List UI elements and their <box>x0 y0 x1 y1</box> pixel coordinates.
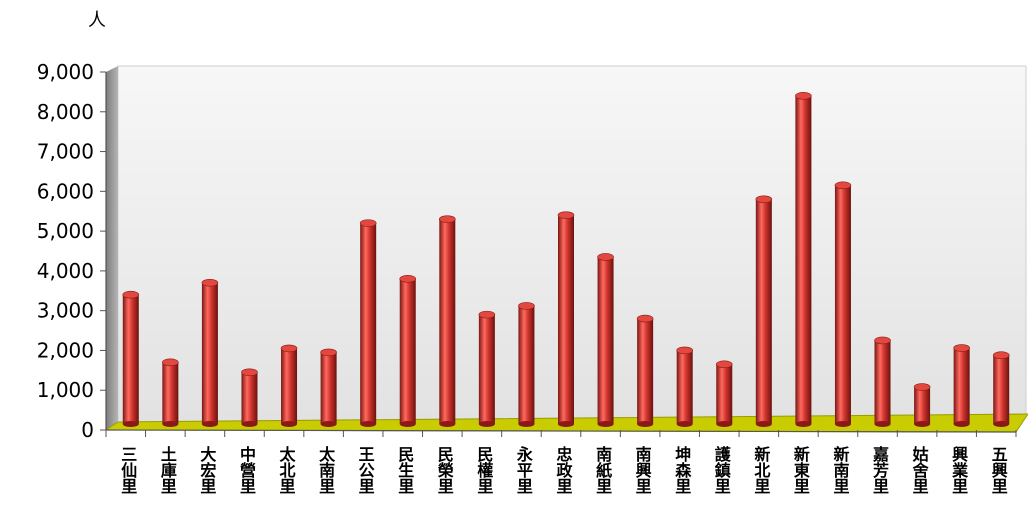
bar <box>834 181 852 427</box>
y-axis-ticks: 0 1,000 2,000 3,000 4,000 5,000 6,000 7,000 8,00… <box>37 60 106 442</box>
bar <box>359 219 377 427</box>
bar <box>399 275 417 427</box>
x-category-label: 太北里 <box>277 445 297 494</box>
bar <box>715 360 733 427</box>
bar <box>201 278 219 427</box>
bar <box>439 215 456 427</box>
bar <box>518 302 535 427</box>
bar <box>280 344 298 427</box>
bar <box>557 211 575 427</box>
y-tick-label: 5,000 <box>37 219 94 243</box>
y-tick-label: 8,000 <box>37 100 94 124</box>
y-tick-label: 3,000 <box>37 299 94 323</box>
x-category-label: 興業里 <box>949 445 969 494</box>
x-category-label: 王公里 <box>356 446 375 494</box>
bar <box>162 358 179 427</box>
x-category-label: 新北里 <box>751 445 770 494</box>
x-category-label: 三仙里 <box>118 446 137 494</box>
x-category-label: 坤森里 <box>672 445 691 494</box>
x-category-label: 護鎮里 <box>712 445 731 494</box>
x-category-label: 中營里 <box>237 445 256 494</box>
y-tick-label: 6,000 <box>37 179 94 203</box>
bar <box>320 348 337 427</box>
bar <box>755 195 773 427</box>
x-axis-ticks <box>105 430 1017 437</box>
y-tick-label: 4,000 <box>37 259 94 283</box>
x-category-label: 南興里 <box>633 445 652 494</box>
x-category-label: 民榮里 <box>435 446 454 494</box>
x-category-label: 忠政里 <box>554 445 573 494</box>
bar <box>953 344 970 427</box>
x-category-label: 嘉芳里 <box>870 445 890 494</box>
bar <box>874 336 891 427</box>
x-category-label: 土庫里 <box>158 445 177 494</box>
plot-side-wall <box>106 66 118 430</box>
x-category-label: 姑舍里 <box>910 445 930 494</box>
x-axis-line <box>105 429 1017 433</box>
x-category-label: 新南里 <box>830 445 849 494</box>
y-tick-label: 7,000 <box>37 140 94 164</box>
x-category-label: 南紙里 <box>593 445 612 494</box>
x-category-label: 新東里 <box>791 445 810 494</box>
x-category-label: 大宏里 <box>197 445 216 494</box>
bar <box>913 383 931 427</box>
y-tick-label: 9,000 <box>37 60 94 84</box>
y-tick-label: 1,000 <box>37 378 94 402</box>
x-category-label: 五興里 <box>989 446 1008 494</box>
y-unit-label: 人 <box>88 10 106 31</box>
bar <box>241 368 258 427</box>
x-category-label: 永平里 <box>514 445 534 494</box>
bar <box>795 92 812 427</box>
x-category-label: 太南里 <box>316 445 336 494</box>
bar <box>992 351 1010 427</box>
x-axis-labels: 三仙里 土庫里 大宏里 中營里 太北里 太南里 王公里 民生里 民榮里 民權里 永平里 忠政里 南紙里 南… <box>118 445 1007 494</box>
x-category-label: 民權里 <box>474 446 493 494</box>
bar <box>478 310 496 427</box>
y-tick-label: 0 <box>81 418 94 442</box>
y-tick-label: 2,000 <box>37 338 94 362</box>
x-category-label: 民生里 <box>395 446 414 494</box>
bar <box>122 290 140 427</box>
bar <box>636 314 654 427</box>
bar-series <box>122 92 1010 427</box>
bar <box>597 253 614 427</box>
bar <box>676 346 693 427</box>
